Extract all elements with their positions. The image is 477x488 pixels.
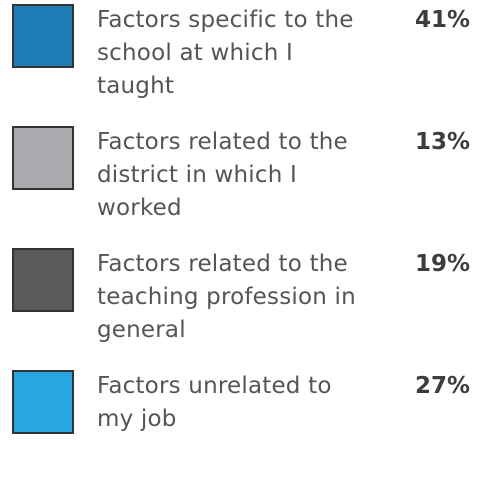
label-line: district in which I — [97, 162, 297, 188]
item-label: Factors unrelated to my job — [97, 370, 407, 436]
item-label: Factors related to the district in which … — [97, 126, 407, 225]
percentage: 41% — [414, 7, 470, 33]
color-swatch — [12, 126, 74, 190]
label-line: teaching profession in — [97, 284, 356, 310]
percentage: 19% — [414, 251, 470, 277]
color-swatch — [12, 370, 74, 434]
label-line: taught — [97, 73, 175, 99]
color-swatch — [12, 4, 74, 68]
label-line: general — [97, 317, 186, 343]
legend-item: Factors related to the teaching professio… — [0, 244, 477, 366]
label-line: Factors unrelated to — [97, 373, 332, 399]
label-line: Factors related to the — [97, 251, 348, 277]
percentage: 13% — [414, 129, 470, 155]
label-line: my job — [97, 406, 177, 432]
label-line: school at which I — [97, 40, 293, 66]
legend-item: Factors specific to the school at which I… — [0, 0, 477, 122]
label-line: Factors related to the — [97, 129, 348, 155]
color-swatch — [12, 248, 74, 312]
label-line: Factors specific to the — [97, 7, 354, 33]
legend-item: Factors related to the district in which … — [0, 122, 477, 244]
percentage: 27% — [414, 373, 470, 399]
legend-page: Factors specific to the school at which I… — [0, 0, 477, 434]
item-label: Factors related to the teaching professio… — [97, 248, 407, 347]
label-line: worked — [97, 195, 182, 221]
legend-item: Factors unrelated to my job 27% — [0, 366, 477, 488]
item-label: Factors specific to the school at which I… — [97, 4, 407, 103]
